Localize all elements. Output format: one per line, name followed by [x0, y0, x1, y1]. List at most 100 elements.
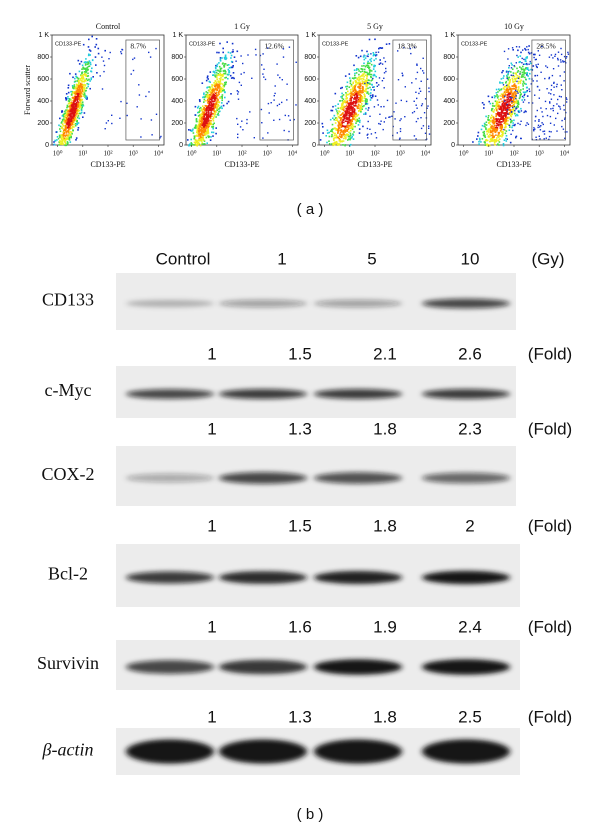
scatter-dot [221, 57, 223, 59]
scatter-dot [358, 110, 360, 112]
scatter-dot [218, 108, 220, 110]
scatter-dot [340, 88, 342, 90]
scatter-dot [89, 54, 91, 56]
scatter-dot [559, 106, 560, 107]
scatter-dot [519, 73, 520, 74]
scatter-dot [507, 113, 508, 114]
scatter-dot [336, 118, 338, 120]
scatter-dot [88, 55, 90, 57]
scatter-dot [501, 101, 503, 103]
scatter-dot [369, 63, 371, 65]
scatter-dot [519, 98, 521, 100]
scatter-dot [196, 121, 198, 123]
scatter-dot [216, 103, 218, 105]
scatter-dot [340, 114, 342, 116]
scatter-dot [524, 94, 525, 95]
scatter-dot [557, 113, 558, 114]
scatter-dot [286, 84, 287, 85]
scatter-dot [216, 66, 218, 68]
scatter-dot [496, 115, 498, 117]
scatter-dot [379, 59, 381, 61]
scatter-dot [69, 128, 71, 130]
scatter-dot [193, 138, 195, 140]
scatter-dot [238, 99, 239, 100]
scatter-dot [504, 118, 506, 120]
scatter-dot [368, 121, 369, 122]
scatter-dot [366, 85, 368, 87]
scatter-dot [72, 97, 74, 99]
scatter-dot [72, 107, 74, 109]
scatter-dot [420, 91, 421, 92]
scatter-dot [502, 112, 504, 114]
scatter-dot [484, 135, 486, 137]
scatter-dot [516, 68, 518, 70]
scatter-dot [554, 124, 555, 125]
scatter-dot [502, 119, 504, 121]
scatter-dot [527, 72, 529, 74]
scatter-dot [345, 120, 347, 122]
scatter-dot [361, 103, 363, 105]
scatter-dot [509, 88, 511, 90]
scatter-dot [330, 119, 332, 121]
scatter-dot [511, 101, 512, 102]
caption-a: ( a ) [297, 201, 324, 218]
scatter-dot [329, 143, 331, 145]
scatter-dot [499, 82, 501, 84]
scatter-dot [478, 141, 480, 143]
scatter-dot [517, 93, 518, 94]
scatter-dot [215, 133, 217, 135]
scatter-dot [337, 108, 339, 110]
scatter-dot [520, 52, 522, 54]
scatter-dot [520, 108, 522, 110]
scatter-dot [513, 88, 515, 90]
scatter-dot [214, 115, 216, 117]
scatter-dot [364, 83, 365, 84]
scatter-dot [497, 106, 499, 108]
scatter-dot [382, 47, 384, 49]
scatter-dot [493, 121, 495, 123]
scatter-dot [160, 136, 161, 137]
scatter-dot [497, 96, 499, 98]
scatter-dot [67, 141, 69, 143]
scatter-dot [566, 99, 567, 100]
scatter-dot [518, 87, 520, 89]
scatter-dot [418, 93, 419, 94]
dose-label: 1 [277, 249, 286, 268]
scatter-dot [508, 118, 510, 120]
scatter-dot [550, 93, 551, 94]
fold-value: 2.4 [458, 617, 482, 636]
scatter-dot [368, 67, 370, 69]
scatter-dot [201, 140, 203, 142]
scatter-dot [497, 127, 499, 129]
scatter-dot [370, 70, 372, 72]
scatter-dot [486, 131, 488, 133]
scatter-dot [76, 84, 78, 86]
scatter-dot [490, 120, 492, 122]
scatter-dot [414, 111, 415, 112]
scatter-dot [517, 56, 519, 58]
scatter-dot [79, 110, 81, 112]
scatter-dot [137, 106, 138, 107]
scatter-dot [63, 128, 65, 130]
y-tick-label: 400 [171, 98, 183, 105]
scatter-dot [354, 75, 356, 77]
scatter-dot [520, 71, 522, 73]
scatter-dot [211, 110, 213, 112]
band [314, 739, 402, 763]
scatter-dot [350, 95, 352, 97]
scatter-dot [504, 51, 505, 52]
scatter-dot [62, 115, 64, 117]
scatter-dot [492, 103, 494, 105]
scatter-dot [350, 93, 352, 95]
scatter-dot [84, 71, 86, 73]
scatter-dot [514, 106, 515, 107]
scatter-dot [506, 135, 508, 137]
scatter-dot [89, 60, 91, 62]
scatter-dot [563, 80, 564, 81]
scatter-dot [500, 126, 502, 128]
scatter-dot [517, 100, 519, 102]
scatter-dot [356, 100, 358, 102]
scatter-dot [428, 128, 429, 129]
scatter-dot [539, 138, 540, 139]
scatter-dot [503, 87, 505, 89]
